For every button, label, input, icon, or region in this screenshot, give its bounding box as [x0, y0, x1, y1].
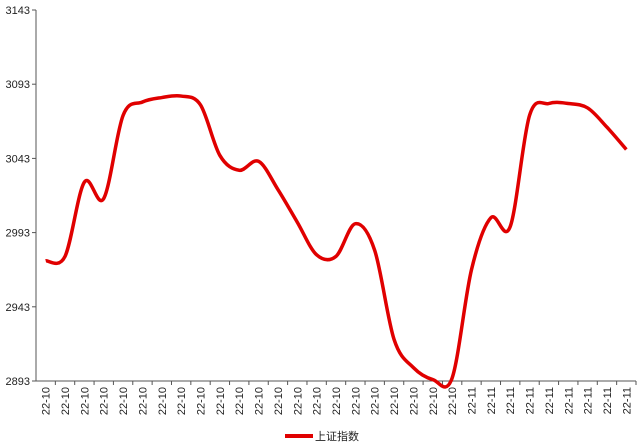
y-tick-label: 2893	[6, 376, 30, 388]
x-tick-label: 22-10	[118, 387, 130, 415]
x-tick-label: 22-10	[157, 387, 169, 415]
x-tick-label: 22-11	[505, 387, 517, 414]
x-tick-label: 22-11	[583, 387, 595, 414]
x-tick-label: 22-10	[215, 387, 227, 415]
series-line	[45, 93, 628, 389]
x-tick-label: 22-10	[331, 387, 343, 415]
x-tick-label: 22-10	[350, 387, 362, 415]
x-tick-label: 22-11	[563, 387, 575, 414]
x-tick-label: 22-11	[621, 387, 633, 414]
x-tick-label: 22-10	[428, 387, 440, 415]
x-tick-label: 22-11	[486, 387, 498, 414]
x-tick-label: 22-11	[602, 387, 614, 414]
x-tick-label: 22-10	[292, 387, 304, 415]
x-tick-label: 22-10	[408, 387, 420, 415]
x-tick-label: 22-11	[525, 387, 537, 414]
x-tick-label: 22-10	[312, 387, 324, 415]
x-tick-label: 22-10	[137, 387, 149, 415]
x-tick-label: 22-10	[41, 387, 53, 415]
y-tick-label: 2943	[6, 302, 30, 314]
y-tick-label: 2993	[6, 228, 30, 240]
x-tick-label: 22-10	[370, 387, 382, 415]
y-tick-label: 3143	[6, 5, 30, 17]
x-tick-label: 22-10	[99, 387, 111, 415]
x-tick-label: 22-10	[60, 387, 72, 415]
x-tick-label: 22-10	[273, 387, 285, 415]
x-tick-label: 22-11	[466, 387, 478, 414]
x-tick-label: 22-10	[234, 387, 246, 415]
y-tick-label: 3093	[6, 79, 30, 91]
legend-label: 上证指数	[315, 429, 359, 443]
x-tick-label: 22-10	[389, 387, 401, 415]
x-tick-label: 22-10	[254, 387, 266, 415]
x-tick-label: 22-10	[196, 387, 208, 415]
x-tick-label: 22-10	[176, 387, 188, 415]
y-tick-label: 3043	[6, 153, 30, 165]
x-tick-label: 22-10	[79, 387, 91, 415]
x-tick-label: 22-11	[544, 387, 556, 414]
x-tick-label: 22-10	[447, 387, 459, 415]
